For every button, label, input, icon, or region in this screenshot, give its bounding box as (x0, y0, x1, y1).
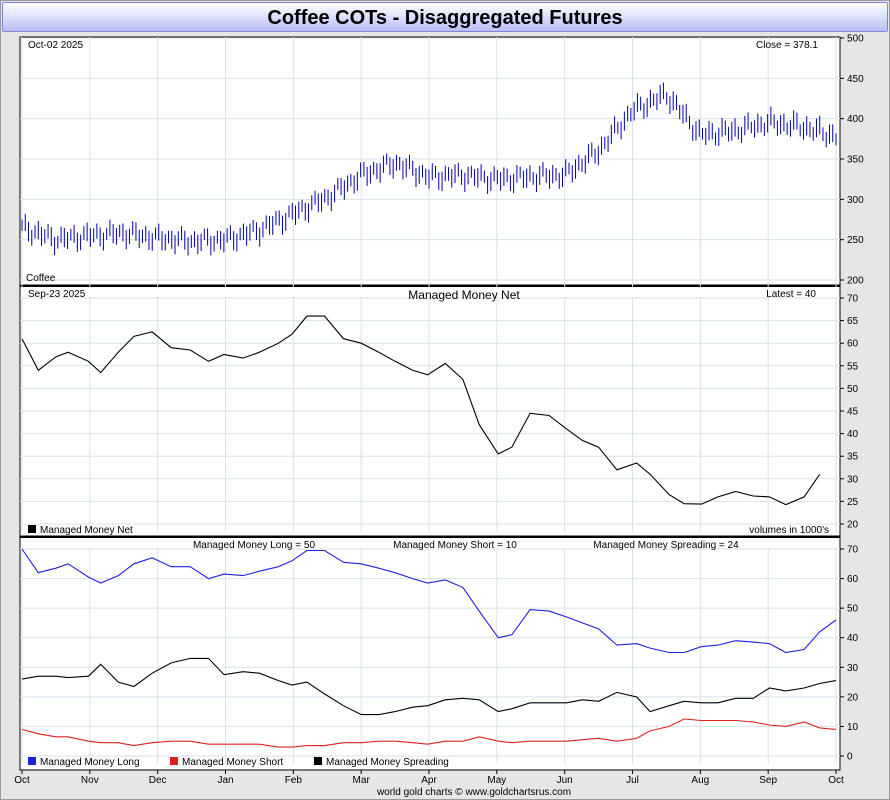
x-tick-label: Aug (691, 775, 709, 786)
price-close-label: Close = 378.1 (756, 40, 818, 51)
net-legend-label: Managed Money Net (40, 525, 133, 536)
y-tick-label: 450 (847, 74, 864, 85)
y-tick-label: 400 (847, 114, 864, 125)
spreading-legend-label: Managed Money Spreading (326, 757, 449, 768)
y-tick-label: 60 (847, 574, 859, 585)
y-tick-label: 45 (847, 407, 859, 418)
x-tick-label: Oct (14, 775, 30, 786)
net-line (21, 315, 821, 506)
y-tick-label: 70 (847, 545, 859, 556)
y-tick-label: 50 (847, 384, 859, 395)
y-tick-label: 20 (847, 692, 859, 703)
long-legend-swatch (28, 757, 36, 765)
y-tick-label: 55 (847, 361, 859, 372)
x-tick-label: May (487, 775, 506, 786)
short-legend-swatch (170, 757, 178, 765)
y-tick-label: 70 (847, 294, 859, 305)
title-bar: Coffee COTs - Disaggregated Futures (2, 2, 888, 32)
y-tick-label: 65 (847, 316, 859, 327)
long-line (21, 548, 837, 654)
price-panel (19, 36, 841, 286)
x-tick-label: Sep (759, 775, 777, 786)
y-tick-label: 0 (847, 752, 853, 763)
net-title: Managed Money Net (408, 288, 520, 302)
positions-panel (19, 536, 841, 771)
price-date-label: Oct-02 2025 (28, 40, 83, 51)
chart-title: Coffee COTs - Disaggregated Futures (267, 7, 623, 29)
x-tick-label: Feb (285, 775, 303, 786)
units-label: volumes in 1000's (749, 525, 829, 536)
y-tick-label: 40 (847, 633, 859, 644)
axes: Oct Nov Dec Jan Feb Mar Apr May Jun Jul Aug Sep Oct 2… (14, 34, 864, 787)
net-legend-swatch (28, 525, 36, 533)
y-tick-label: 200 (847, 276, 864, 287)
chart-marks (21, 82, 837, 748)
x-tick-label: Jul (626, 775, 639, 786)
y-tick-label: 20 (847, 520, 859, 531)
spreading-line (21, 657, 837, 716)
short-line (21, 718, 837, 748)
long-latest-label: Managed Money Long = 50 (193, 540, 315, 551)
y-tick-label: 500 (847, 34, 864, 45)
y-tick-label: 25 (847, 497, 859, 508)
long-legend-label: Managed Money Long (40, 757, 140, 768)
y-tick-label: 60 (847, 339, 859, 350)
y-tick-label: 30 (847, 474, 859, 485)
footer-credit: world gold charts © www.goldchartsrus.co… (376, 787, 571, 798)
short-legend-label: Managed Money Short (182, 757, 283, 768)
y-tick-label: 30 (847, 663, 859, 674)
spreading-legend-swatch (314, 757, 322, 765)
y-tick-label: 350 (847, 155, 864, 166)
x-tick-label: Nov (81, 775, 99, 786)
y-tick-label: 300 (847, 195, 864, 206)
grid-lines (20, 37, 840, 764)
y-tick-label: 50 (847, 604, 859, 615)
x-tick-label: Apr (421, 775, 437, 786)
x-tick-label: Dec (149, 775, 167, 786)
net-date-label: Sep-23 2025 (28, 289, 86, 300)
y-tick-label: 250 (847, 235, 864, 246)
x-tick-label: Mar (353, 775, 371, 786)
short-latest-label: Managed Money Short = 10 (393, 540, 517, 551)
y-tick-label: 40 (847, 429, 859, 440)
price-bottom-label: Coffee (26, 273, 56, 284)
y-tick-label: 35 (847, 452, 859, 463)
x-tick-label: Jun (557, 775, 573, 786)
net-latest-label: Latest = 40 (766, 289, 816, 300)
y-tick-label: 10 (847, 722, 859, 733)
x-tick-label: Jan (217, 775, 233, 786)
spreading-latest-label: Managed Money Spreading = 24 (593, 540, 739, 551)
x-tick-label: Oct (828, 775, 844, 786)
